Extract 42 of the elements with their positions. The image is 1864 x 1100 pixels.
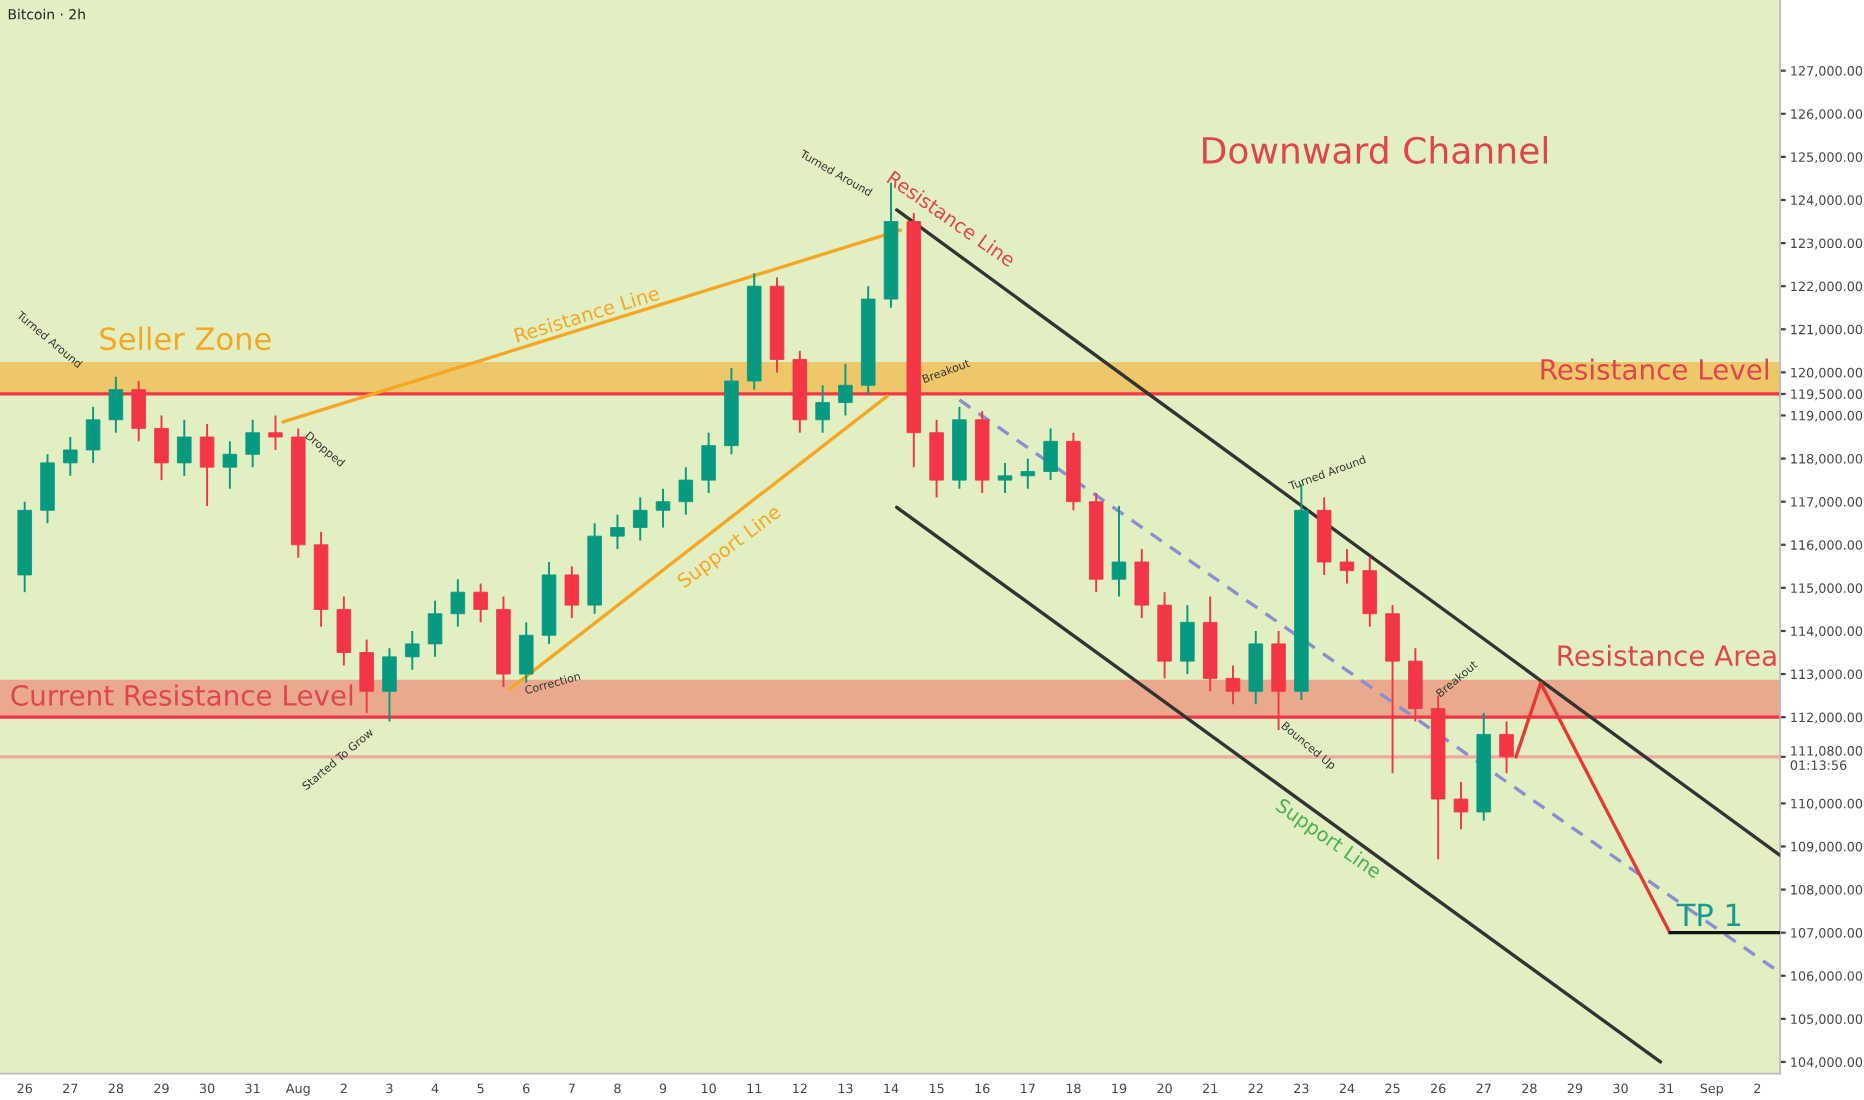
candlestick (564, 565, 580, 620)
candlestick (815, 384, 830, 434)
candlestick (1043, 427, 1058, 482)
candlestick (1339, 548, 1355, 585)
candlestick (245, 418, 260, 469)
annotation: Resistance Level (1541, 358, 1769, 381)
candlestick (1453, 780, 1469, 831)
candlestick (336, 595, 352, 667)
annotation: Current Resistance Level (11, 684, 353, 706)
annotation: Downward Channel (1203, 136, 1548, 164)
candlestick (655, 487, 671, 529)
annotation: Resistance Area (1558, 644, 1776, 667)
candlestick (1180, 604, 1195, 676)
candlestick (382, 647, 397, 723)
candlestick (473, 582, 488, 624)
candlestick (40, 453, 55, 525)
candlestick (63, 436, 78, 477)
candlestick (177, 418, 192, 477)
candlestick (427, 599, 443, 658)
candlestick (997, 461, 1013, 495)
candlestick (405, 630, 420, 671)
candlestick (838, 362, 853, 417)
candlestick (1248, 630, 1264, 706)
candlestick (154, 414, 169, 482)
candlestick (199, 423, 215, 507)
candlestick (268, 414, 283, 451)
candlestick (85, 405, 101, 464)
candlestick (1020, 457, 1036, 490)
candlestick (108, 375, 124, 434)
candlestick (929, 418, 944, 499)
candlestick (1134, 548, 1150, 620)
candlestick (1225, 664, 1241, 706)
annotation: Seller Zone (100, 326, 271, 351)
candlestick (610, 513, 625, 551)
candlestick (1362, 556, 1378, 628)
candlestick (701, 431, 716, 495)
candlestick (450, 578, 466, 628)
candlestick (222, 440, 238, 490)
candlestick (632, 496, 648, 542)
candlestick (1111, 505, 1127, 598)
annotation: TP 1 (1676, 903, 1741, 927)
candlestick (678, 466, 694, 516)
